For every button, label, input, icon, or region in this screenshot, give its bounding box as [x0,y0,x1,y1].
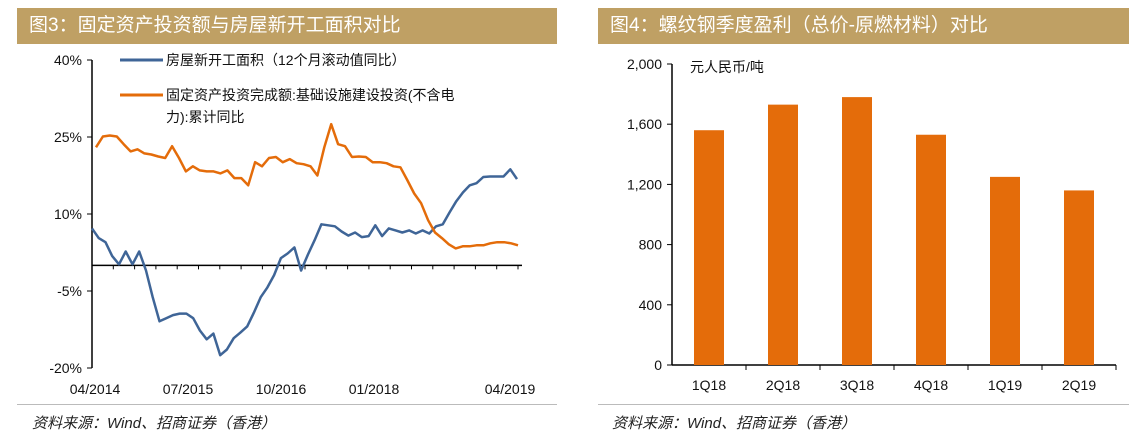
series-line-1 [94,122,519,250]
y-tick-label: 40% [54,52,82,68]
x-tick-label: 2Q18 [766,377,800,393]
right-source-note: 资料来源：Wind、招商证券（香港） [612,415,857,432]
y-tick-label: -5% [57,283,82,299]
bar-2Q18 [768,104,798,365]
x-tick-label: 3Q18 [840,377,874,393]
bar-3Q18 [842,97,872,366]
x-tick-label: 2Q19 [1062,377,1096,393]
x-tick-label: 1Q18 [692,377,726,393]
right-chart-title: 图4：螺纹钢季度盈利（总价-原燃材料）对比 [598,8,1129,44]
line-chart: 40% 25% 10% -5% -20% 04/2014 07/2015 10/2016 01/… [49,52,536,397]
y-tick-label: 400 [639,297,663,313]
y-tick-label: 1,200 [627,176,662,192]
unit-label: 元人民币/吨 [690,59,764,75]
y-tick-label: -20% [49,360,82,376]
x-tick-label: 04/2019 [485,381,536,397]
bar-2Q19 [1064,190,1094,365]
x-tick-label: 04/2014 [70,381,121,397]
y-tick-label: 0 [654,357,662,373]
left-source-note: 资料来源：Wind、招商证券（香港） [32,415,277,432]
right-divider [598,404,1129,405]
series-line-0 [90,168,519,357]
x-tick-label: 4Q18 [914,377,948,393]
bar-1Q19 [990,176,1020,365]
x-tick-label: 1Q19 [988,377,1022,393]
legend-label-1-line1: 固定资产投资完成额:基础设施建设投资(不含电 [166,87,455,103]
x-tick-label: 01/2018 [349,381,400,397]
y-tick-label: 2,000 [627,56,662,72]
y-tick-label: 800 [639,237,663,253]
y-tick-label: 10% [54,206,82,222]
legend-label-0: 房屋新开工面积（12个月滚动值同比） [166,52,406,68]
x-tick-label: 07/2015 [163,381,214,397]
x-tick-label: 10/2016 [256,381,307,397]
left-divider [17,404,557,405]
y-tick-label: 25% [54,129,82,145]
bar-1Q18 [694,130,724,365]
left-chart-title: 图3：固定资产投资额与房屋新开工面积对比 [17,8,557,44]
y-tick-label: 1,600 [627,116,662,132]
legend-label-1-line2: 力):累计同比 [166,109,245,125]
bar-4Q18 [916,134,946,365]
